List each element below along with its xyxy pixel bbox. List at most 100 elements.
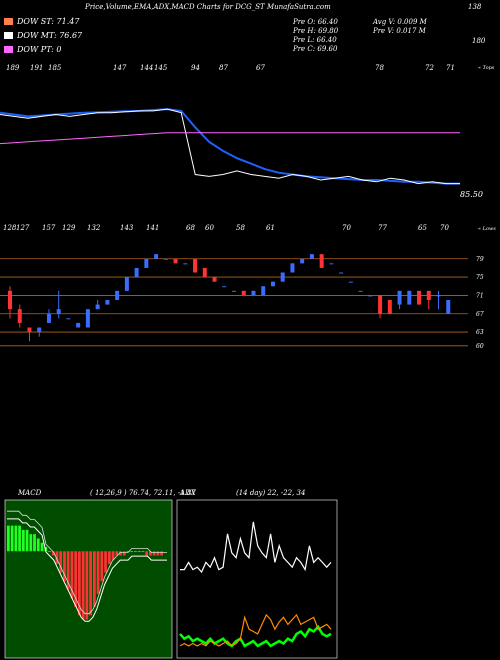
candle-body — [309, 254, 314, 259]
macd-line — [7, 518, 167, 622]
top-label: 147 — [113, 64, 127, 72]
macd-bar — [115, 551, 119, 556]
candle-body — [446, 300, 451, 314]
right-top-label: 180 — [472, 37, 486, 45]
macd-bar — [85, 551, 89, 620]
macd-bar — [92, 551, 96, 607]
macd-bar — [74, 551, 78, 607]
legend-item-dow-pt: DOW PT: 0 — [4, 45, 62, 54]
adx-background — [176, 499, 338, 659]
macd-bar — [25, 529, 29, 552]
candle-body — [124, 277, 129, 291]
candle-body — [66, 318, 71, 320]
low-label: 70 — [440, 224, 449, 232]
candle-body — [17, 309, 22, 323]
candle-body — [368, 295, 373, 297]
macd-title: MACD — [18, 489, 42, 497]
candle-body — [134, 267, 139, 278]
adx-series-line — [179, 613, 332, 647]
ema-panel — [0, 108, 460, 185]
macd-bar — [33, 534, 36, 552]
macd-bar — [156, 551, 160, 556]
candle-body — [407, 290, 412, 305]
adx-series-line — [180, 521, 332, 574]
low-label: 68 — [186, 224, 195, 232]
candle-body — [8, 290, 12, 310]
low-label: 58 — [236, 224, 245, 232]
adx-series-line — [179, 624, 332, 648]
macd-bar — [130, 551, 134, 553]
low-label: 132 — [87, 224, 101, 232]
candle-body — [270, 281, 275, 287]
macd-bar — [29, 534, 33, 552]
low-label: 65 — [418, 224, 427, 232]
chart-title: Price,Volume,EMA,ADX,MACD Charts for DCG… — [85, 3, 331, 11]
candle-body — [37, 327, 42, 333]
top-label: 72 — [425, 64, 434, 72]
low-label: 128 — [3, 224, 17, 232]
candle-body — [56, 309, 61, 314]
candle-body — [212, 277, 217, 282]
ohlc-high: Pre H: 69.80 — [293, 27, 339, 35]
ohlc-open: Pre O: 66.40 — [293, 18, 338, 26]
candle-body — [319, 254, 324, 268]
candle-body — [387, 300, 392, 314]
candle-body — [222, 286, 227, 288]
candle-body — [290, 263, 295, 273]
macd-bar — [96, 551, 100, 594]
macd-bar — [137, 551, 141, 553]
macd-background — [4, 499, 173, 659]
adx-params: (14 day) 22, -22, 34 — [236, 489, 306, 497]
macd-bar — [119, 551, 122, 556]
macd-bar — [111, 551, 115, 560]
candle-body — [232, 290, 236, 292]
legend-label: DOW ST: 71.47 — [17, 17, 80, 26]
top-label: 145 — [154, 64, 168, 72]
lows-tag: « Lows — [478, 226, 496, 232]
candles — [8, 254, 451, 342]
y-tick-label: 79 — [476, 256, 484, 263]
y-tick-label: 75 — [476, 274, 484, 281]
candle-body — [339, 272, 344, 274]
ohlc-low: Pre L: 66.40 — [293, 36, 337, 44]
macd-bar — [122, 551, 126, 556]
y-tick-label: 60 — [476, 343, 484, 350]
macd-bar — [63, 551, 66, 582]
corner-value: 138 — [468, 3, 482, 11]
legend-swatch — [4, 18, 13, 25]
candle-body — [163, 258, 168, 260]
candle-body — [280, 272, 285, 282]
tops-tag: « Tops — [478, 65, 495, 71]
low-label: 157 — [42, 224, 56, 232]
macd-bar — [78, 551, 81, 616]
macd-bar — [152, 551, 156, 556]
top-label: 71 — [446, 64, 455, 72]
macd-bar — [7, 525, 10, 552]
macd-bar — [107, 551, 111, 565]
macd-bar — [149, 551, 152, 556]
macd-bar — [89, 551, 92, 616]
candle-body — [241, 290, 246, 296]
macd-bar — [51, 551, 55, 556]
macd-bar — [14, 525, 18, 552]
low-label: 77 — [378, 224, 387, 232]
top-label: 185 — [48, 64, 62, 72]
macd-bar — [134, 551, 137, 553]
macd-bar — [21, 529, 25, 552]
legend-swatch — [4, 32, 13, 39]
ema-series-line — [0, 108, 460, 185]
top-label: 191 — [30, 64, 44, 72]
low-label: 129 — [62, 224, 76, 232]
macd-bar — [141, 551, 145, 553]
ema-series-line — [0, 132, 460, 145]
macd-bar — [100, 551, 104, 582]
candle-body — [261, 286, 266, 296]
macd-bar — [59, 551, 63, 573]
macd-bar — [36, 538, 40, 552]
candle-body — [27, 327, 32, 333]
top-label: 78 — [375, 64, 384, 72]
macd-bar — [70, 551, 74, 599]
macd-bar — [81, 551, 85, 620]
candle-body — [193, 258, 198, 273]
candle-body — [95, 304, 100, 310]
